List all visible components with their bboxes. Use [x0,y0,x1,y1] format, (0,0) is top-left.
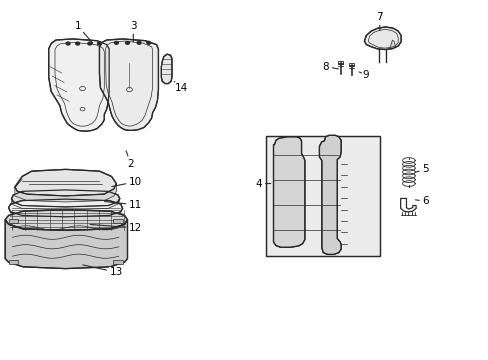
Bar [349,63,353,66]
Bar [265,136,379,256]
Polygon shape [15,184,116,202]
Text: 10: 10 [112,177,142,187]
Bar [338,61,343,64]
Circle shape [76,42,80,45]
Circle shape [137,41,141,44]
Circle shape [146,41,150,44]
Text: 6: 6 [415,196,428,206]
Circle shape [88,42,92,45]
Bar [9,260,18,264]
Polygon shape [49,39,109,131]
Polygon shape [15,169,116,196]
Bar [113,219,122,223]
Polygon shape [364,27,400,50]
Text: 7: 7 [376,12,383,30]
Text: 3: 3 [130,21,136,42]
Text: 5: 5 [415,165,428,174]
Text: 8: 8 [322,62,338,72]
Text: 14: 14 [174,81,188,93]
Circle shape [125,41,129,44]
Text: 9: 9 [358,70,368,80]
Circle shape [66,42,70,45]
Text: 11: 11 [104,200,142,210]
Polygon shape [9,199,122,217]
Polygon shape [99,39,158,130]
Polygon shape [273,137,305,247]
Polygon shape [11,190,120,207]
Polygon shape [161,54,172,84]
Circle shape [97,42,101,45]
Bar [9,219,18,223]
Text: 1: 1 [74,21,93,43]
Text: 13: 13 [82,265,123,277]
Circle shape [114,41,118,44]
Bar [265,136,379,256]
Polygon shape [5,210,127,230]
Polygon shape [5,220,127,269]
Bar [113,260,122,264]
Polygon shape [319,135,341,255]
Polygon shape [389,40,394,50]
Text: 12: 12 [90,223,142,233]
Text: 4: 4 [255,179,270,189]
Text: 2: 2 [126,151,134,169]
